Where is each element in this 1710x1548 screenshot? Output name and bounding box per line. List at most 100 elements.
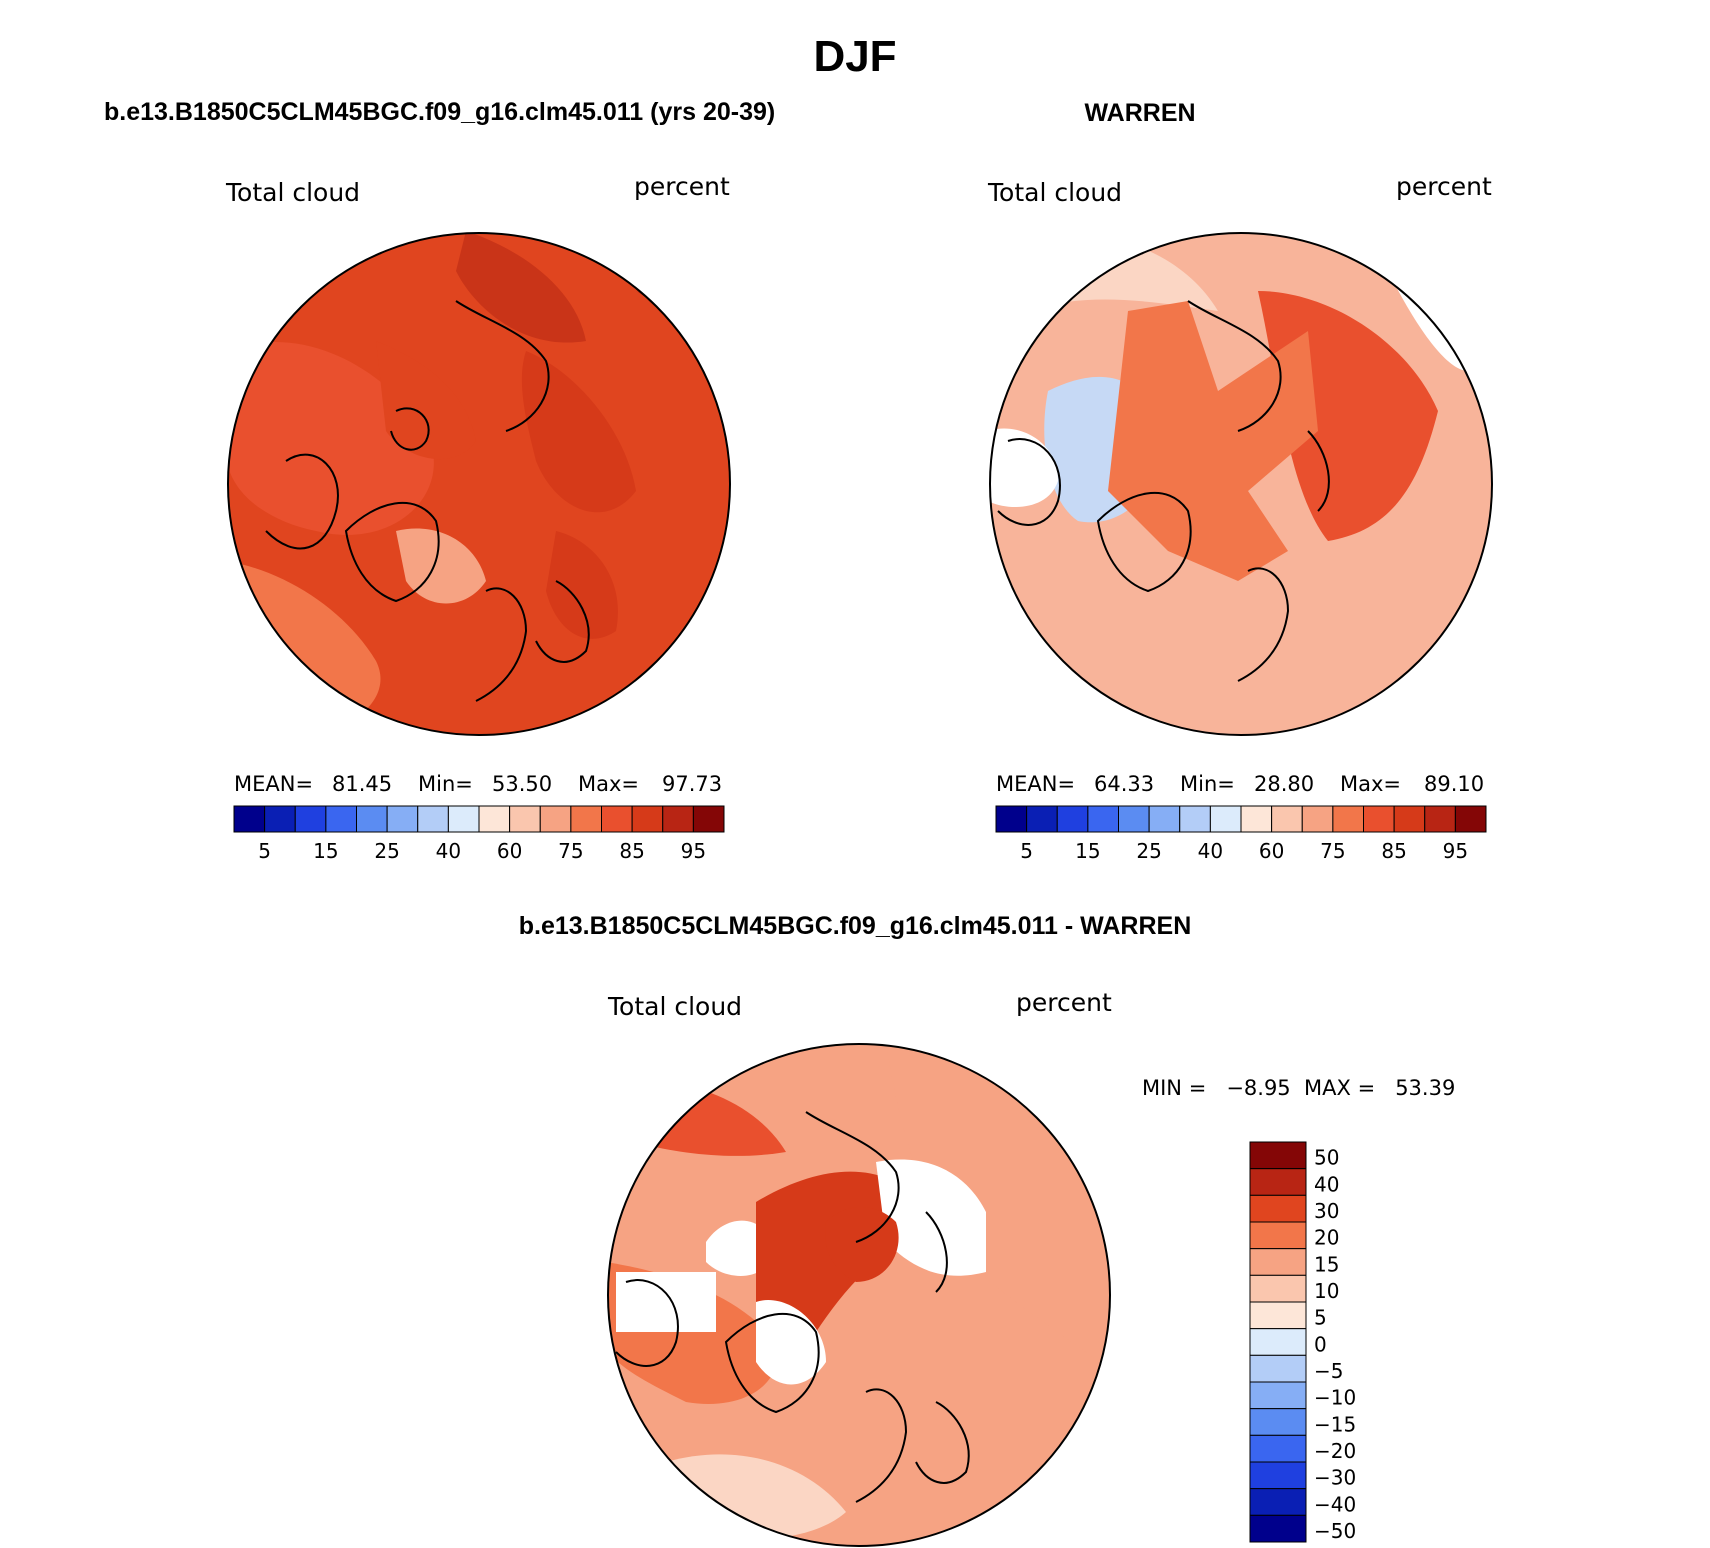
left-colorbar: 5 15 25 40 60 75 85 95 [233, 805, 725, 863]
right-colorbar-box [1148, 805, 1181, 833]
left-units-label: percent [634, 172, 730, 201]
left-region-5 [396, 528, 486, 604]
right-max-label: Max= [1340, 772, 1402, 796]
right-colorbar-box [1026, 805, 1058, 833]
left-colorbar-box [386, 805, 419, 833]
right-map [989, 232, 1493, 736]
diff-colorbar-tick-label: −40 [1314, 1492, 1356, 1516]
diff-region-9 [756, 1300, 826, 1385]
left-colorbar-box [601, 805, 633, 833]
right-colorbar-tick-label: 75 [1320, 839, 1345, 863]
right-colorbar-box [1454, 805, 1487, 833]
diff-colorbar-tick-label: 50 [1314, 1146, 1339, 1170]
left-colorbar-tick-label: 85 [619, 839, 644, 863]
right-colorbar-box [1087, 805, 1119, 833]
diff-colorbar-box [1249, 1248, 1307, 1276]
diff-minmax-text: MIN = −8.95 MAX = 53.39 [1142, 1076, 1456, 1100]
left-colorbar-tick-label: 25 [374, 839, 399, 863]
right-units-label: percent [1396, 172, 1492, 201]
right-region-6 [1108, 301, 1318, 581]
left-colorbar-boxes [233, 805, 725, 833]
right-colorbar-tick-label: 5 [1020, 839, 1033, 863]
diff-colorbar-box [1249, 1194, 1307, 1223]
left-colorbar-box [662, 805, 694, 833]
left-colorbar-box [294, 805, 327, 833]
right-mean-value: 64.33 [1094, 772, 1155, 796]
diff-coastlines [615, 1111, 970, 1503]
left-max-value: 97.73 [662, 772, 723, 796]
right-colorbar-ticks: 5 15 25 40 60 75 85 95 [1020, 839, 1468, 863]
left-mean-label: MEAN= [234, 772, 314, 796]
right-colorbar-tick-label: 95 [1443, 839, 1468, 863]
left-colorbar-box [356, 805, 388, 833]
right-colorbar-tick-label: 60 [1259, 839, 1284, 863]
left-colorbar-box [264, 805, 296, 833]
right-map-border [989, 232, 1493, 736]
right-min-label: Min= [1180, 772, 1235, 796]
left-colorbar-box [509, 805, 541, 833]
diff-colorbar-box [1249, 1434, 1307, 1463]
diff-colorbar-box [1249, 1461, 1307, 1490]
left-colorbar-tick-label: 60 [497, 839, 522, 863]
right-colorbar-box [995, 805, 1028, 833]
left-min-label: Min= [418, 772, 473, 796]
left-region-4 [376, 341, 476, 460]
left-colorbar-box [478, 805, 511, 833]
left-colorbar-box [570, 805, 602, 833]
left-colorbar-box [692, 805, 725, 833]
diff-colorbar-box [1249, 1408, 1307, 1436]
diff-map-border [607, 1043, 1111, 1547]
diff-colorbar-tick-label: 20 [1314, 1226, 1339, 1250]
diff-colorbar-box [1249, 1354, 1307, 1383]
left-colorbar-tick-label: 40 [436, 839, 461, 863]
right-colorbar-boxes [995, 805, 1487, 833]
left-colorbar-tick-label: 15 [313, 839, 338, 863]
right-colorbar-box [1240, 805, 1273, 833]
right-colorbar-box [1424, 805, 1456, 833]
left-max-label: Max= [578, 772, 640, 796]
diff-colorbar-box [1249, 1514, 1307, 1543]
diff-region-8 [616, 1272, 716, 1332]
left-colorbar-box [417, 805, 449, 833]
diff-colorbar-box [1249, 1221, 1307, 1250]
diff-colorbar-tick-label: −15 [1314, 1412, 1356, 1436]
diff-colorbar-box [1249, 1381, 1307, 1410]
right-mean-label: MEAN= [996, 772, 1076, 796]
left-region-6 [521, 351, 636, 513]
left-colorbar-box [539, 805, 572, 833]
diff-colorbar-tick-label: 40 [1314, 1172, 1339, 1196]
diff-map [607, 1043, 1111, 1547]
left-colorbar-box [631, 805, 664, 833]
right-colorbar-box [1332, 805, 1364, 833]
diff-colorbar-box [1249, 1274, 1307, 1303]
right-coastlines [997, 300, 1330, 682]
right-region-7 [990, 428, 1058, 507]
right-variable-label: Total cloud [988, 178, 1123, 207]
right-colorbar-box [1179, 805, 1211, 833]
diff-colorbar-box [1249, 1488, 1307, 1516]
right-colorbar-tick-label: 15 [1075, 839, 1100, 863]
diff-colorbar-tick-label: 5 [1314, 1306, 1327, 1330]
right-colorbar-box [1271, 805, 1303, 833]
left-min-value: 53.50 [492, 772, 553, 796]
left-colorbar-tick-label: 95 [681, 839, 706, 863]
right-colorbar-tick-label: 40 [1198, 839, 1223, 863]
diff-colorbar-tick-label: −50 [1314, 1519, 1356, 1543]
diff-colorbar-box [1249, 1328, 1307, 1356]
right-colorbar-box [1056, 805, 1089, 833]
left-colorbar-box [233, 805, 266, 833]
diff-colorbar-tick-label: 0 [1314, 1332, 1327, 1356]
diff-region-1 [886, 1044, 1110, 1372]
right-colorbar-tick-label: 85 [1381, 839, 1406, 863]
panel-diff-title: b.e13.B1850C5CLM45BGC.f09_g16.clm45.011 … [518, 912, 1192, 940]
diff-colorbar-tick-label: −10 [1314, 1386, 1356, 1410]
left-mean-value: 81.45 [332, 772, 393, 796]
diff-colorbar-tick-label: 10 [1314, 1279, 1339, 1303]
figure-title: DJF [813, 32, 897, 81]
right-colorbar-box [1363, 805, 1395, 833]
right-region-1 [990, 531, 1416, 735]
right-colorbar-box [1301, 805, 1334, 833]
left-colorbar-ticks: 5 15 25 40 60 75 85 95 [258, 839, 706, 863]
